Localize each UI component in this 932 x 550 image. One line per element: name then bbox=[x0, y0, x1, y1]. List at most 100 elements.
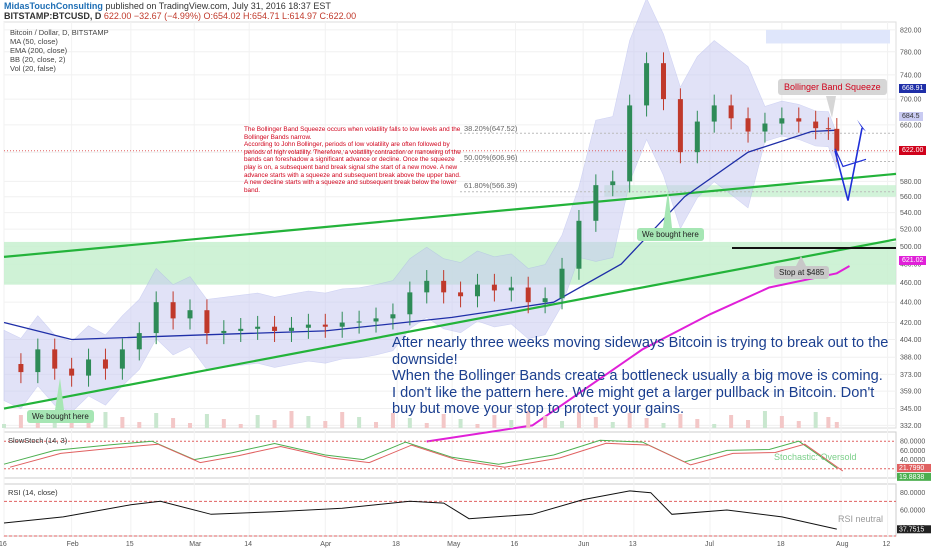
stoch-value-label: 19.8838 bbox=[899, 474, 924, 481]
volume-bar bbox=[729, 415, 734, 428]
lower-trendline bbox=[3, 238, 897, 410]
volume-bar bbox=[18, 415, 23, 428]
x-tick-label: Apr bbox=[320, 541, 332, 548]
volume-bar bbox=[813, 412, 818, 428]
candle-body bbox=[644, 63, 650, 106]
candle-body bbox=[491, 284, 497, 291]
volume-bar bbox=[492, 415, 497, 428]
rsi-tick-label: 80.0000 bbox=[900, 490, 925, 497]
volume-bar bbox=[289, 411, 294, 428]
rsi-value-label: 37.7515 bbox=[899, 526, 924, 533]
tag-ema: 621.02 bbox=[899, 256, 927, 265]
candle-body bbox=[373, 318, 379, 322]
candle-body bbox=[255, 326, 261, 329]
volume-bar bbox=[103, 412, 108, 428]
candle-body bbox=[356, 321, 362, 323]
volume-bar bbox=[390, 413, 395, 428]
y-tick-label: 359.00 bbox=[900, 389, 922, 396]
x-tick-label: 12 bbox=[883, 541, 891, 548]
candle-body bbox=[728, 105, 734, 119]
volume-bar bbox=[340, 412, 345, 428]
rsi-line bbox=[3, 490, 837, 530]
candle-body bbox=[407, 292, 413, 315]
volume-bar bbox=[238, 424, 243, 428]
tag-bb-upper: 668.91 bbox=[899, 84, 927, 93]
squeeze-pointer bbox=[826, 96, 836, 118]
analysis-note: After nearly three weeks moving sideways… bbox=[392, 335, 889, 417]
candle-body bbox=[69, 368, 75, 376]
symbol-header: BITSTAMP:BTCUSD, D 622.00 −32.67 (−4.99%… bbox=[4, 11, 356, 21]
volume-bar bbox=[762, 411, 767, 428]
candle-body bbox=[745, 118, 751, 132]
volume-bar bbox=[204, 414, 209, 428]
volume-bar bbox=[661, 423, 666, 428]
volume-bar bbox=[712, 424, 717, 428]
ohlc-values: O:654.02 H:654.71 L:614.97 C:622.00 bbox=[203, 11, 357, 21]
volume-bar bbox=[424, 423, 429, 428]
x-tick-label: 18 bbox=[392, 541, 400, 548]
indicator-ema[interactable]: EMA (200, close) bbox=[10, 46, 68, 55]
stoch-d-line bbox=[9, 442, 844, 472]
indicator-vol[interactable]: Vol (20, false) bbox=[10, 64, 56, 73]
squeeze-callout: Bollinger Band Squeeze bbox=[778, 79, 887, 95]
volume-bar bbox=[35, 420, 40, 428]
stop-callout: Stop at $485 bbox=[774, 266, 830, 279]
candle-body bbox=[170, 302, 176, 319]
stoch-tick-label: 40.0000 bbox=[900, 457, 925, 464]
top-right-zone bbox=[766, 29, 890, 44]
author-link[interactable]: MidasTouchConsulting bbox=[4, 1, 103, 11]
bought-callout-january: We bought here bbox=[27, 410, 94, 423]
volume-bar bbox=[221, 419, 226, 428]
y-tick-label: 440.00 bbox=[900, 300, 922, 307]
candle-body bbox=[339, 322, 345, 327]
volume-bar bbox=[323, 421, 328, 428]
x-tick-label: 14 bbox=[244, 541, 252, 548]
projection-arrow-up bbox=[834, 128, 863, 201]
volume-bar bbox=[441, 414, 446, 428]
stoch-tick-label: 60.0000 bbox=[900, 448, 925, 455]
tag-current: 684.5 bbox=[899, 112, 923, 121]
volume-bar bbox=[526, 411, 531, 428]
stoch-value-label: 21.7990 bbox=[899, 465, 924, 472]
tag-last-price: 622.00 bbox=[899, 146, 927, 155]
volume-bar bbox=[796, 421, 801, 428]
volume-bar bbox=[188, 423, 193, 428]
candle-body bbox=[238, 328, 244, 331]
candle-body bbox=[272, 326, 278, 331]
upper-trendline bbox=[3, 172, 897, 258]
volume-bar bbox=[695, 419, 700, 428]
last-price: 622.00 bbox=[103, 11, 132, 21]
volume-bar bbox=[306, 416, 311, 428]
stoch-value-tag bbox=[897, 472, 931, 481]
stop-pointer bbox=[796, 256, 806, 266]
candle-body bbox=[834, 128, 840, 151]
volume-bar bbox=[627, 413, 632, 428]
x-tick-label: May bbox=[447, 541, 461, 548]
volume-bar bbox=[475, 424, 480, 428]
volume-bar bbox=[255, 415, 260, 428]
bollinger-explanation-note: The Bollinger Band Squeeze occurs when v… bbox=[244, 126, 461, 194]
fib-618-label: 61.80%(566.39) bbox=[464, 181, 518, 190]
candle-body bbox=[627, 105, 633, 182]
x-tick-label: 15 bbox=[126, 541, 134, 548]
candle-body bbox=[762, 123, 768, 132]
ma-50-line bbox=[3, 129, 837, 341]
candle-body bbox=[390, 314, 396, 319]
candle-body bbox=[35, 349, 41, 373]
candle-body bbox=[322, 324, 328, 327]
indicator-ma[interactable]: MA (50, close) bbox=[10, 37, 58, 46]
stoch-note: Stochastic: Oversold bbox=[774, 452, 857, 462]
volume-bar bbox=[458, 419, 463, 428]
candle-body bbox=[119, 349, 125, 369]
stoch-pane-label: SlowStoch (14, 3) bbox=[8, 436, 68, 445]
stoch-tick-label: 80.0000 bbox=[900, 439, 925, 446]
volume-bar bbox=[2, 424, 6, 428]
volume-bar bbox=[171, 418, 176, 428]
candle-body bbox=[18, 364, 24, 373]
y-tick-label: 740.00 bbox=[900, 72, 922, 79]
candle-body bbox=[305, 324, 311, 328]
indicator-bb[interactable]: BB (20, close, 2) bbox=[10, 55, 66, 64]
publish-info: published on TradingView.com, July 31, 2… bbox=[105, 1, 331, 11]
candle-body bbox=[694, 121, 700, 153]
